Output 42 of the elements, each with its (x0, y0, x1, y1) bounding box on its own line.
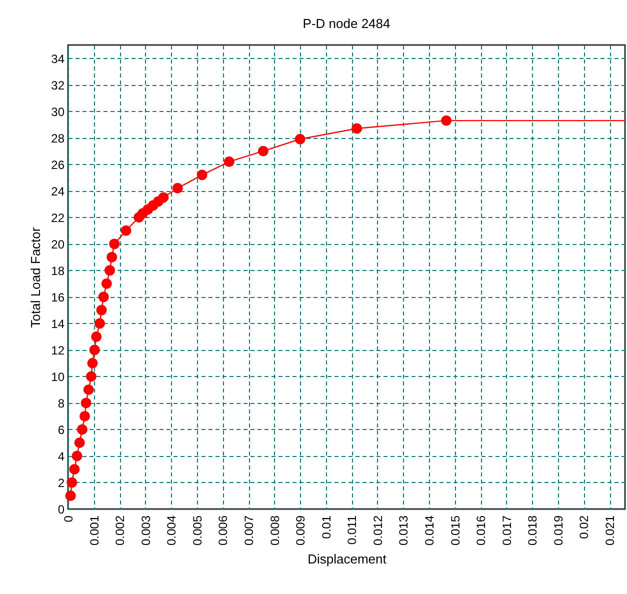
x-tick-label: 0.004 (164, 515, 179, 546)
x-tick-label: 0.002 (113, 515, 128, 546)
y-tick-label: 12 (51, 343, 65, 358)
x-tick-label: 0.001 (87, 515, 102, 546)
x-tick-label: 0.005 (190, 515, 204, 546)
y-tick-label: 14 (51, 316, 65, 331)
x-tick-label: 0.003 (138, 515, 153, 546)
y-tick-label: 8 (58, 396, 65, 410)
x-tick-label: 0.009 (294, 515, 308, 546)
y-tick-label: 22 (51, 210, 65, 225)
x-tick-label: 0.01 (319, 515, 334, 539)
x-axis-title: Displacement (308, 552, 387, 567)
x-tick-label: 0.011 (345, 515, 360, 545)
chart-title: P-D node 2484 (302, 16, 390, 31)
y-tick-label: 6 (58, 422, 65, 437)
x-tick-label: 0.012 (370, 515, 385, 546)
y-tick-label: 24 (51, 184, 65, 198)
y-tick-label: 32 (51, 78, 65, 92)
y-tick-label: 4 (58, 449, 65, 464)
y-tick-label: 18 (51, 264, 65, 278)
y-tick-label: 16 (51, 290, 65, 304)
x-tick-label: 0.015 (448, 515, 462, 546)
x-tick-label: 0.008 (268, 515, 282, 546)
y-tick-label: 34 (51, 52, 65, 66)
y-tick-label: 0 (58, 502, 65, 516)
x-tick-label: 0.017 (500, 515, 514, 546)
x-tick-label: 0.019 (551, 515, 566, 546)
x-tick-label: 0.016 (474, 515, 488, 546)
x-tick-label: 0.02 (577, 515, 592, 539)
y-tick-label: 10 (51, 370, 65, 384)
y-tick-label: 20 (51, 237, 65, 252)
x-tick-label: 0.018 (526, 515, 540, 546)
x-tick-label: 0.007 (242, 515, 256, 546)
x-tick-label: 0.006 (216, 515, 230, 546)
y-tick-label: 26 (51, 158, 65, 172)
x-tick-label: 0.013 (396, 515, 411, 546)
x-tick-label: 0.014 (422, 515, 437, 546)
y-tick-label: 28 (51, 131, 65, 146)
y-axis-title: Total Load Factor (28, 226, 44, 328)
y-tick-label: 30 (51, 104, 65, 119)
y-tick-label: 2 (58, 476, 65, 490)
x-tick-label: 0.021 (603, 515, 618, 546)
